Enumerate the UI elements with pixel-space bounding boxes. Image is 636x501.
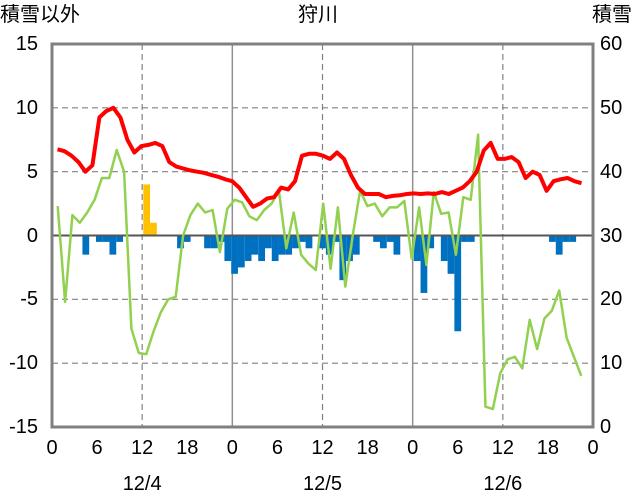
right-tick-label: 40 [600,160,623,183]
snow-depth-line [56,105,583,209]
bar [467,235,475,242]
left-tick-label: 15 [15,33,38,55]
bar [251,235,259,255]
bar [427,235,435,249]
bar [420,235,428,293]
date-label: 12/5 [303,473,342,495]
bar [325,235,333,255]
x-tick-label: 18 [356,437,379,459]
left-tick-label: 5 [26,160,38,183]
bar [204,235,211,249]
bar [454,235,462,332]
bar [224,235,232,262]
bar [373,235,380,242]
bar [177,235,184,249]
right-tick-label: 20 [600,288,623,311]
left-tick-label: -10 [9,352,38,375]
x-tick-label: 18 [536,437,560,459]
bar [549,235,556,242]
bar [95,235,103,242]
bar [461,235,468,242]
x-tick-label: 12 [491,437,514,459]
bar [265,235,272,249]
left-tick-label: -15 [9,416,38,438]
bar [231,235,238,274]
x-tick-label: 0 [226,437,238,459]
right-tick-label: 0 [600,416,612,438]
x-tick-label: 6 [452,437,464,459]
bar [183,235,191,242]
date-label: 12/4 [122,473,162,495]
bar [352,235,360,255]
left-axis-title: 積雪以外 [0,4,80,26]
bar [569,235,577,242]
right-tick-label: 60 [600,33,623,55]
x-tick-label: 0 [407,437,419,459]
bar [447,235,455,274]
right-axis-title: 積雪 [592,4,632,26]
bar [305,235,313,249]
bar [271,235,279,262]
bar [258,235,266,262]
bar [278,235,286,255]
bar [393,235,401,255]
bar [82,235,90,255]
bar [346,235,353,262]
bar [116,235,124,242]
bar [237,235,245,268]
bar [332,235,340,242]
bar [319,235,326,249]
bar [440,235,448,262]
bar [102,235,110,242]
left-tick-label: -5 [20,288,38,311]
bar [244,235,252,262]
right-tick-label: 10 [600,352,623,375]
x-tick-label: 12 [311,437,334,459]
bar [413,235,421,262]
left-tick-label: 0 [26,224,38,247]
bar [562,235,570,242]
bar [285,235,293,255]
x-tick-label: 6 [91,437,103,459]
right-tick-label: 30 [600,224,623,247]
left-tick-label: 10 [15,96,38,119]
date-label: 12/6 [483,473,523,495]
bar [386,235,394,242]
x-tick-label: 18 [176,437,199,459]
bar [379,235,387,249]
bar [555,235,563,255]
bar [298,235,306,242]
green-line [56,133,583,411]
right-tick-label: 50 [600,96,623,119]
chart-title: 狩川 [298,4,338,26]
x-tick-label: 0 [46,437,58,459]
x-tick-label: 6 [271,437,283,459]
bar [143,184,151,236]
bar [292,235,299,249]
bar [109,235,117,255]
line-series [56,105,583,411]
bar [210,235,218,249]
plot-frame [50,42,595,429]
x-tick-label: 12 [131,437,154,459]
bar [150,222,157,236]
x-tick-label: 0 [587,437,599,459]
